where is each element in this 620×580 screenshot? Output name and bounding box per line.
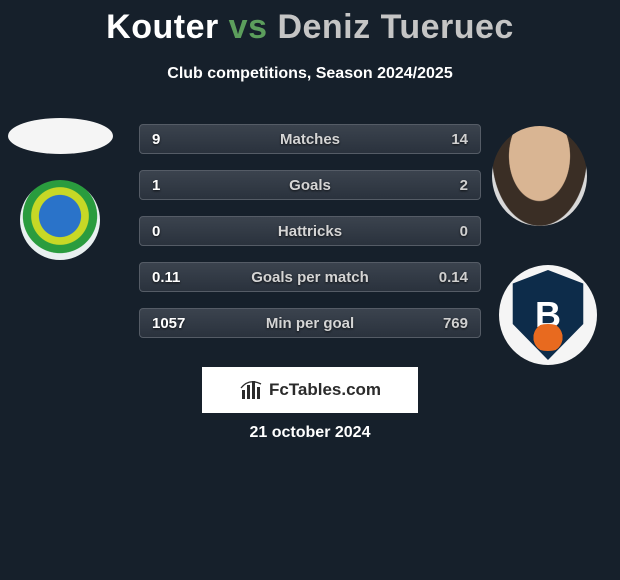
player2-name: Deniz Tueruec xyxy=(277,8,513,46)
stat-left-value: 1057 xyxy=(152,315,212,332)
club-crest-icon: B xyxy=(509,270,587,360)
stat-row: 9 Matches 14 xyxy=(139,124,481,154)
stat-label: Hattricks xyxy=(212,223,408,240)
stat-right-value: 0 xyxy=(408,223,468,240)
player2-avatar xyxy=(492,126,587,226)
brand-badge: FcTables.com xyxy=(202,367,418,413)
subtitle: Club competitions, Season 2024/2025 xyxy=(0,65,620,83)
stat-right-value: 14 xyxy=(408,131,468,148)
brand-text: FcTables.com xyxy=(269,380,381,400)
stat-label: Min per goal xyxy=(212,315,408,332)
stat-right-value: 0.14 xyxy=(408,269,468,286)
stat-row: 1057 Min per goal 769 xyxy=(139,308,481,338)
comparison-title: Kouter vs Deniz Tueruec xyxy=(0,0,620,47)
vs-separator: vs xyxy=(229,8,268,46)
club-crest-icon xyxy=(20,180,100,260)
stat-row: 0 Hattricks 0 xyxy=(139,216,481,246)
stat-right-value: 2 xyxy=(408,177,468,194)
stat-left-value: 0 xyxy=(152,223,212,240)
brand-chart-icon xyxy=(239,378,263,402)
stat-left-value: 9 xyxy=(152,131,212,148)
stats-table: 9 Matches 14 1 Goals 2 0 Hattricks 0 0.1… xyxy=(139,124,481,354)
stat-row: 1 Goals 2 xyxy=(139,170,481,200)
stat-right-value: 769 xyxy=(408,315,468,332)
stat-left-value: 1 xyxy=(152,177,212,194)
stat-label: Goals xyxy=(212,177,408,194)
footer-date: 21 october 2024 xyxy=(0,424,620,442)
player1-name: Kouter xyxy=(106,8,219,46)
stat-left-value: 0.11 xyxy=(152,269,212,286)
stat-label: Matches xyxy=(212,131,408,148)
face-icon xyxy=(492,126,587,226)
player1-avatar xyxy=(8,118,113,154)
stat-row: 0.11 Goals per match 0.14 xyxy=(139,262,481,292)
player2-club-crest: B xyxy=(499,265,597,365)
stat-label: Goals per match xyxy=(212,269,408,286)
player1-club-crest xyxy=(20,180,100,260)
